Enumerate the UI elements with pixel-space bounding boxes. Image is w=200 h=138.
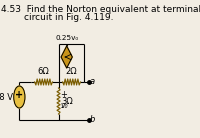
Text: 2Ω: 2Ω (66, 67, 77, 76)
Circle shape (14, 86, 25, 108)
Text: a: a (90, 78, 95, 87)
Text: +: + (61, 90, 67, 99)
Text: 0.25v₀: 0.25v₀ (55, 35, 78, 41)
Text: 4.53  Find the Norton equivalent at terminals a-b of the: 4.53 Find the Norton equivalent at termi… (1, 5, 200, 14)
Text: +: + (15, 90, 23, 100)
Text: circuit in Fig. 4.119.: circuit in Fig. 4.119. (1, 13, 114, 22)
Polygon shape (61, 46, 72, 68)
Text: 6Ω: 6Ω (38, 67, 49, 76)
Text: b: b (90, 116, 95, 124)
Text: v₀: v₀ (61, 102, 68, 111)
Text: 3Ω: 3Ω (61, 96, 73, 105)
Text: -: - (61, 103, 64, 112)
Text: 18 V: 18 V (0, 92, 13, 102)
